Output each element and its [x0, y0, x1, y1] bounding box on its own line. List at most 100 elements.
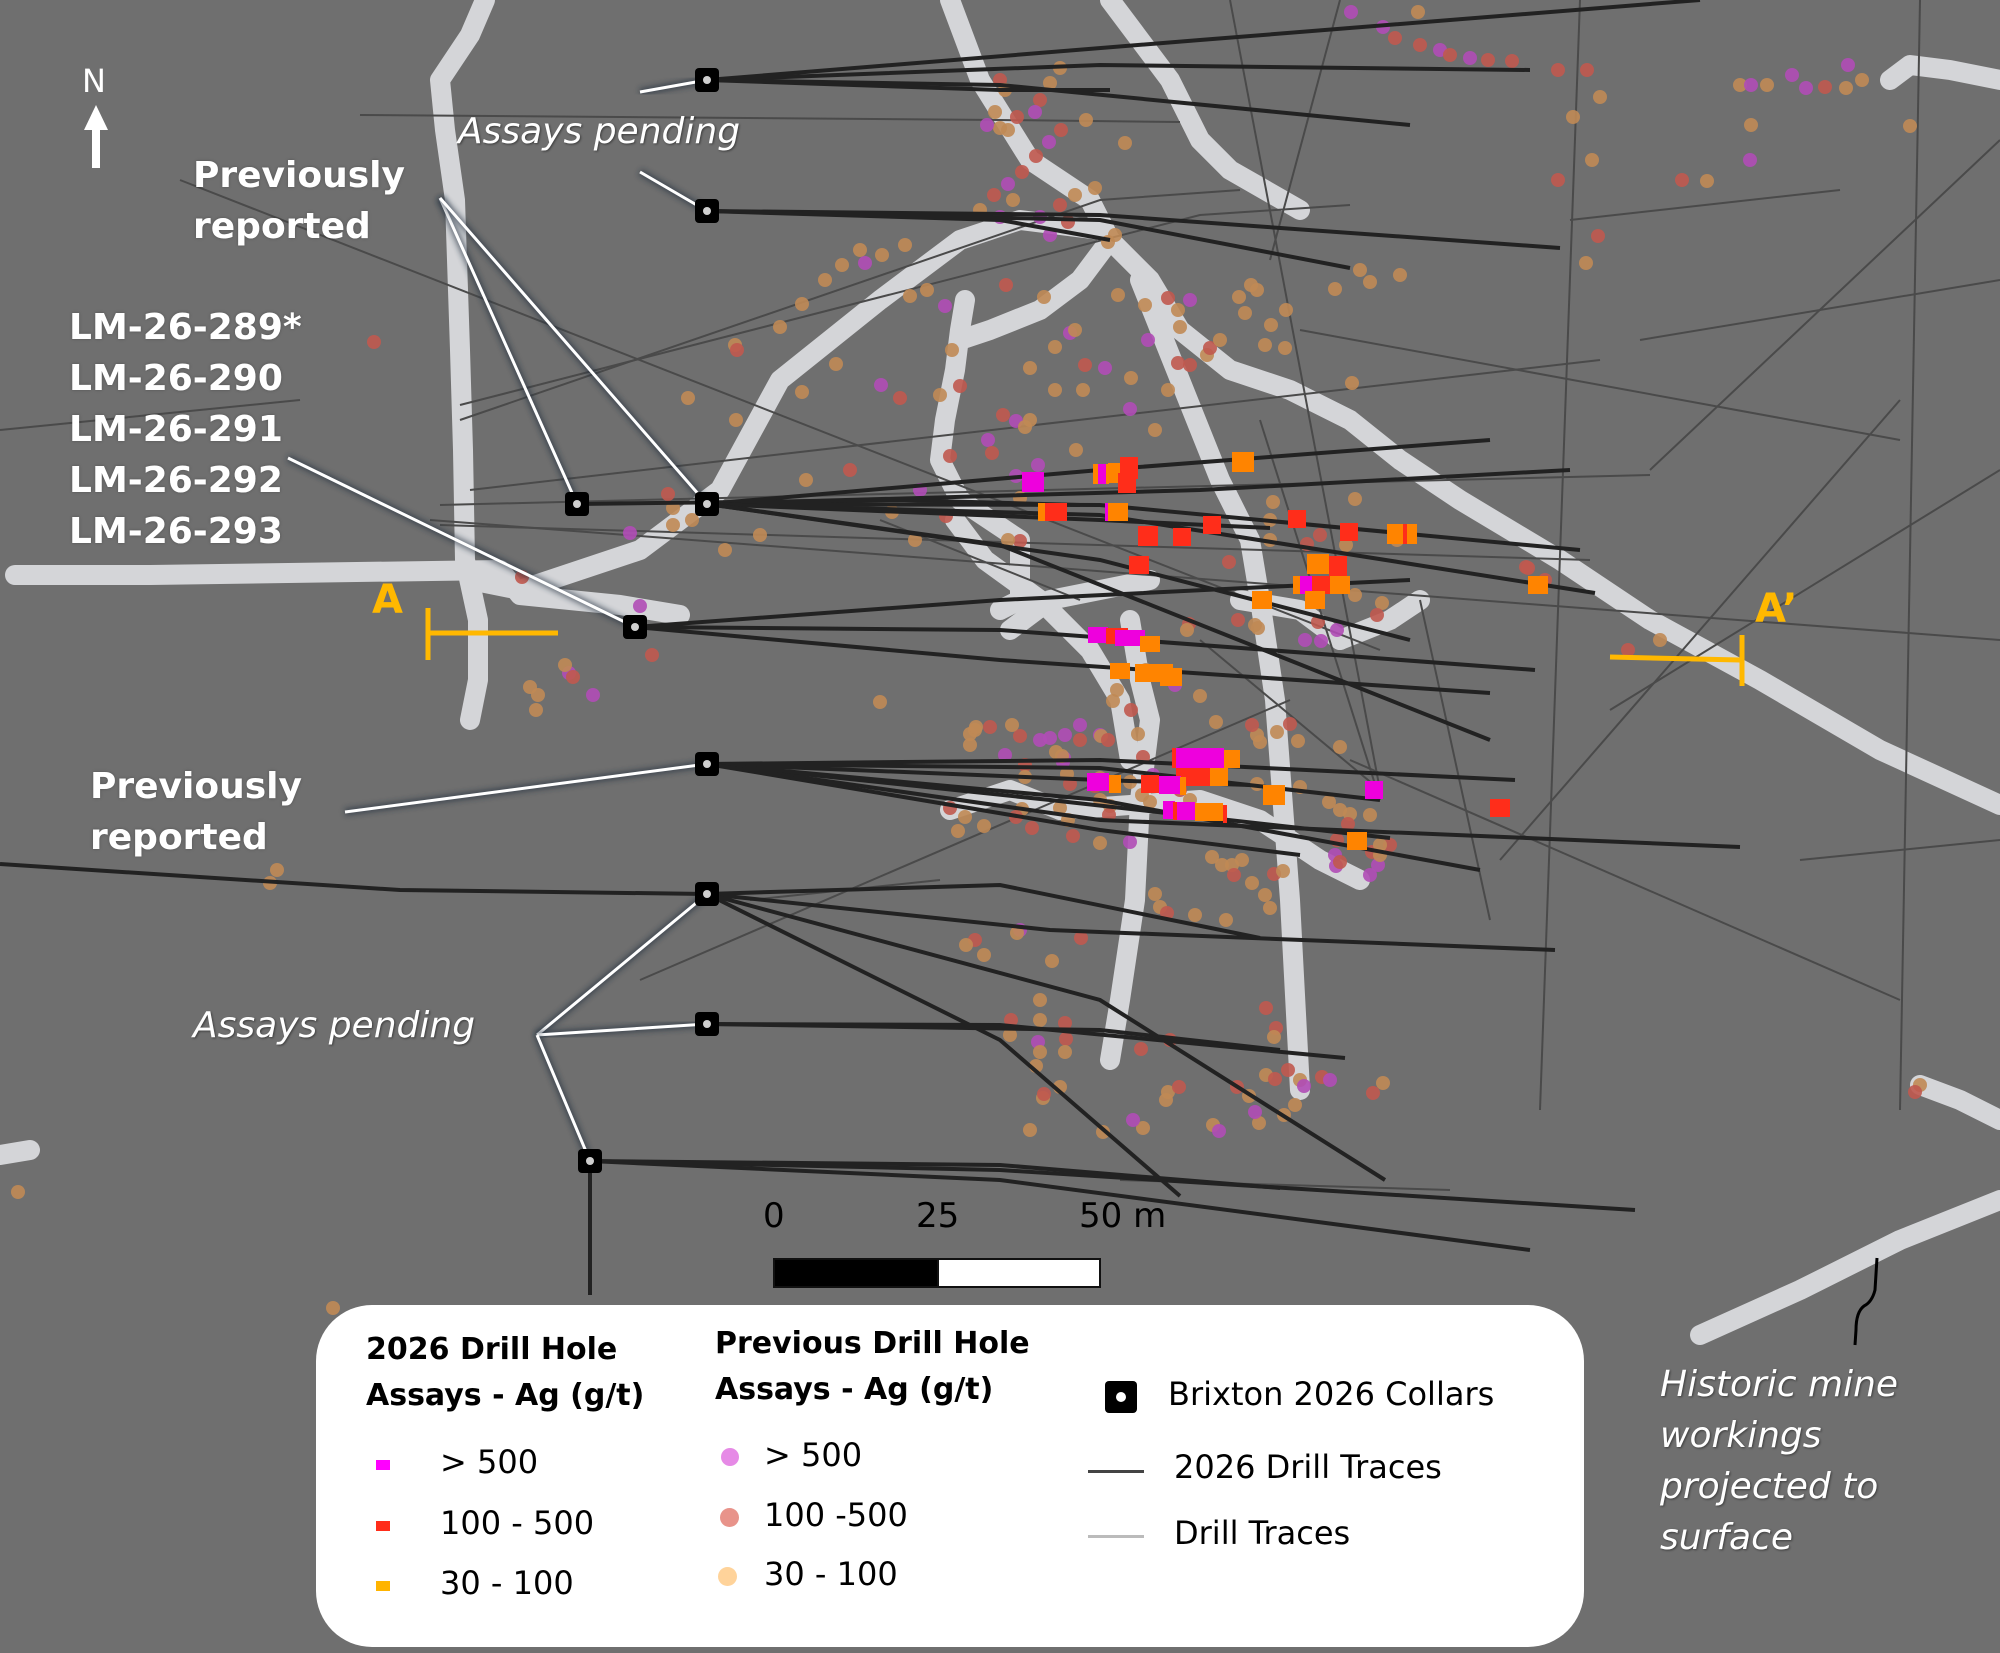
- previous-assay-point: [1141, 333, 1155, 347]
- legend-2026-100-500: 100 - 500: [440, 1504, 595, 1542]
- previous-assay-point: [1037, 1087, 1051, 1101]
- hole-id: LM-26-292: [69, 460, 283, 501]
- previous-assay-point: [1245, 876, 1259, 890]
- title-line: 2026 Drill Hole: [366, 1332, 618, 1367]
- collar-marker-icon[interactable]: [695, 882, 719, 906]
- previous-drill-trace: [1799, 839, 2000, 861]
- collar-marker-icon[interactable]: [695, 492, 719, 516]
- previous-assay-point: [1521, 561, 1535, 575]
- leader-line: [438, 197, 709, 505]
- previous-assay-point: [1700, 174, 1714, 188]
- previous-assay-point: [1138, 298, 1152, 312]
- previous-assay-point: [1344, 5, 1358, 19]
- collar-marker-icon[interactable]: [695, 1012, 719, 1036]
- assay-interval-2026: [1118, 473, 1136, 493]
- leader-line: [536, 1022, 708, 1037]
- assay-interval-2026: [1160, 668, 1182, 686]
- previous-assay-point: [987, 188, 1001, 202]
- collar-marker-icon[interactable]: [578, 1149, 602, 1173]
- previous-assay-point: [1069, 443, 1083, 457]
- label-line: surface: [1660, 1517, 1794, 1558]
- legend-2026-30-100: 30 - 100: [440, 1564, 574, 1602]
- previous-assay-point: [980, 118, 994, 132]
- previous-assay-point: [1073, 733, 1087, 747]
- assay-interval-2026: [1163, 801, 1175, 819]
- previous-assay-point: [1373, 838, 1387, 852]
- previous-assay-point: [1123, 835, 1137, 849]
- collar-marker-icon[interactable]: [565, 492, 589, 516]
- mine-working: [1100, 0, 1310, 220]
- previous-assay-point: [1001, 177, 1015, 191]
- drill-trace-2026: [634, 625, 1491, 695]
- previous-assay-point: [1074, 931, 1088, 945]
- previous-assay-point: [1591, 229, 1605, 243]
- previous-assay-point: [1058, 728, 1072, 742]
- previous-assay-point: [1375, 596, 1389, 610]
- previous-assay-point: [1566, 110, 1580, 124]
- previous-assay-point: [1258, 888, 1272, 902]
- previous-assay-point: [1268, 1072, 1282, 1086]
- previous-assay-point: [1053, 198, 1067, 212]
- previous-drill-trace: [0, 399, 301, 431]
- previous-assay-point: [1101, 733, 1115, 747]
- previous-assay-point: [623, 526, 637, 540]
- previous-drill-trace: [639, 699, 1291, 981]
- previous-assay-point: [1031, 458, 1045, 472]
- previously-reported-label-bottom: Previously reported: [90, 761, 302, 863]
- assay-interval-2026: [1129, 556, 1149, 574]
- previous-assay-point: [1297, 1079, 1311, 1093]
- title-line: Previous Drill Hole: [715, 1326, 1030, 1361]
- previous-assay-point: [988, 105, 1002, 119]
- assay-interval-2026: [1224, 750, 1240, 768]
- previous-assay-point: [835, 258, 849, 272]
- previous-assay-point: [1288, 1098, 1302, 1112]
- previous-assay-point: [1278, 341, 1292, 355]
- previous-assay-point: [1043, 731, 1057, 745]
- collar-marker-icon[interactable]: [695, 68, 719, 92]
- previous-assay-point: [795, 297, 809, 311]
- previous-assay-point: [1015, 165, 1029, 179]
- previous-assay-point: [1059, 1032, 1073, 1046]
- previous-assay-point: [1001, 533, 1015, 547]
- assay-interval-2026: [1098, 464, 1106, 484]
- previous-assay-point: [1068, 323, 1082, 337]
- previous-assay-point: [645, 648, 659, 662]
- previous-assay-point: [1443, 48, 1457, 62]
- previous-assay-point: [1073, 718, 1087, 732]
- previous-assay-point: [1173, 320, 1187, 334]
- label-leader-lines: [286, 76, 710, 1163]
- legend-prev-100-500: 100 -500: [764, 1496, 908, 1534]
- collar-marker-icon[interactable]: [695, 199, 719, 223]
- collar-marker-icon[interactable]: [695, 752, 719, 776]
- assay-interval-2026: [1329, 556, 1347, 576]
- previous-assay-point: [1839, 81, 1853, 95]
- previous-assay-point: [1393, 268, 1407, 282]
- hole-id: LM-26-290: [69, 358, 283, 399]
- previous-assay-point: [1134, 1042, 1148, 1056]
- previous-assay-point: [843, 463, 857, 477]
- previous-assay-point: [875, 248, 889, 262]
- previous-assay-point: [908, 533, 922, 547]
- previous-drill-trace: [1639, 279, 2000, 341]
- drill-trace-2026: [0, 862, 708, 896]
- previous-assay-point: [1066, 829, 1080, 843]
- previous-assay-point: [1283, 717, 1297, 731]
- mine-working: [1330, 590, 1430, 650]
- drill-trace-2026: [706, 78, 1110, 92]
- previous-assay-point: [1029, 149, 1043, 163]
- previous-assay-point: [1043, 76, 1057, 90]
- collar-marker-icon[interactable]: [623, 615, 647, 639]
- previous-assay-point: [1580, 63, 1594, 77]
- previous-assay-point: [529, 703, 543, 717]
- previous-assay-point: [1058, 1045, 1072, 1059]
- assay-interval-2026: [1252, 591, 1272, 609]
- previous-assay-point: [1183, 358, 1197, 372]
- previous-assay-point: [1061, 215, 1075, 229]
- legend-prev-30-100: 30 - 100: [764, 1555, 898, 1593]
- previous-assay-point: [1413, 38, 1427, 52]
- previous-assay-point: [1013, 534, 1027, 548]
- drill-trace-2026: [706, 762, 1301, 857]
- mine-working: [1690, 1190, 2000, 1345]
- previous-assay-point: [1231, 613, 1245, 627]
